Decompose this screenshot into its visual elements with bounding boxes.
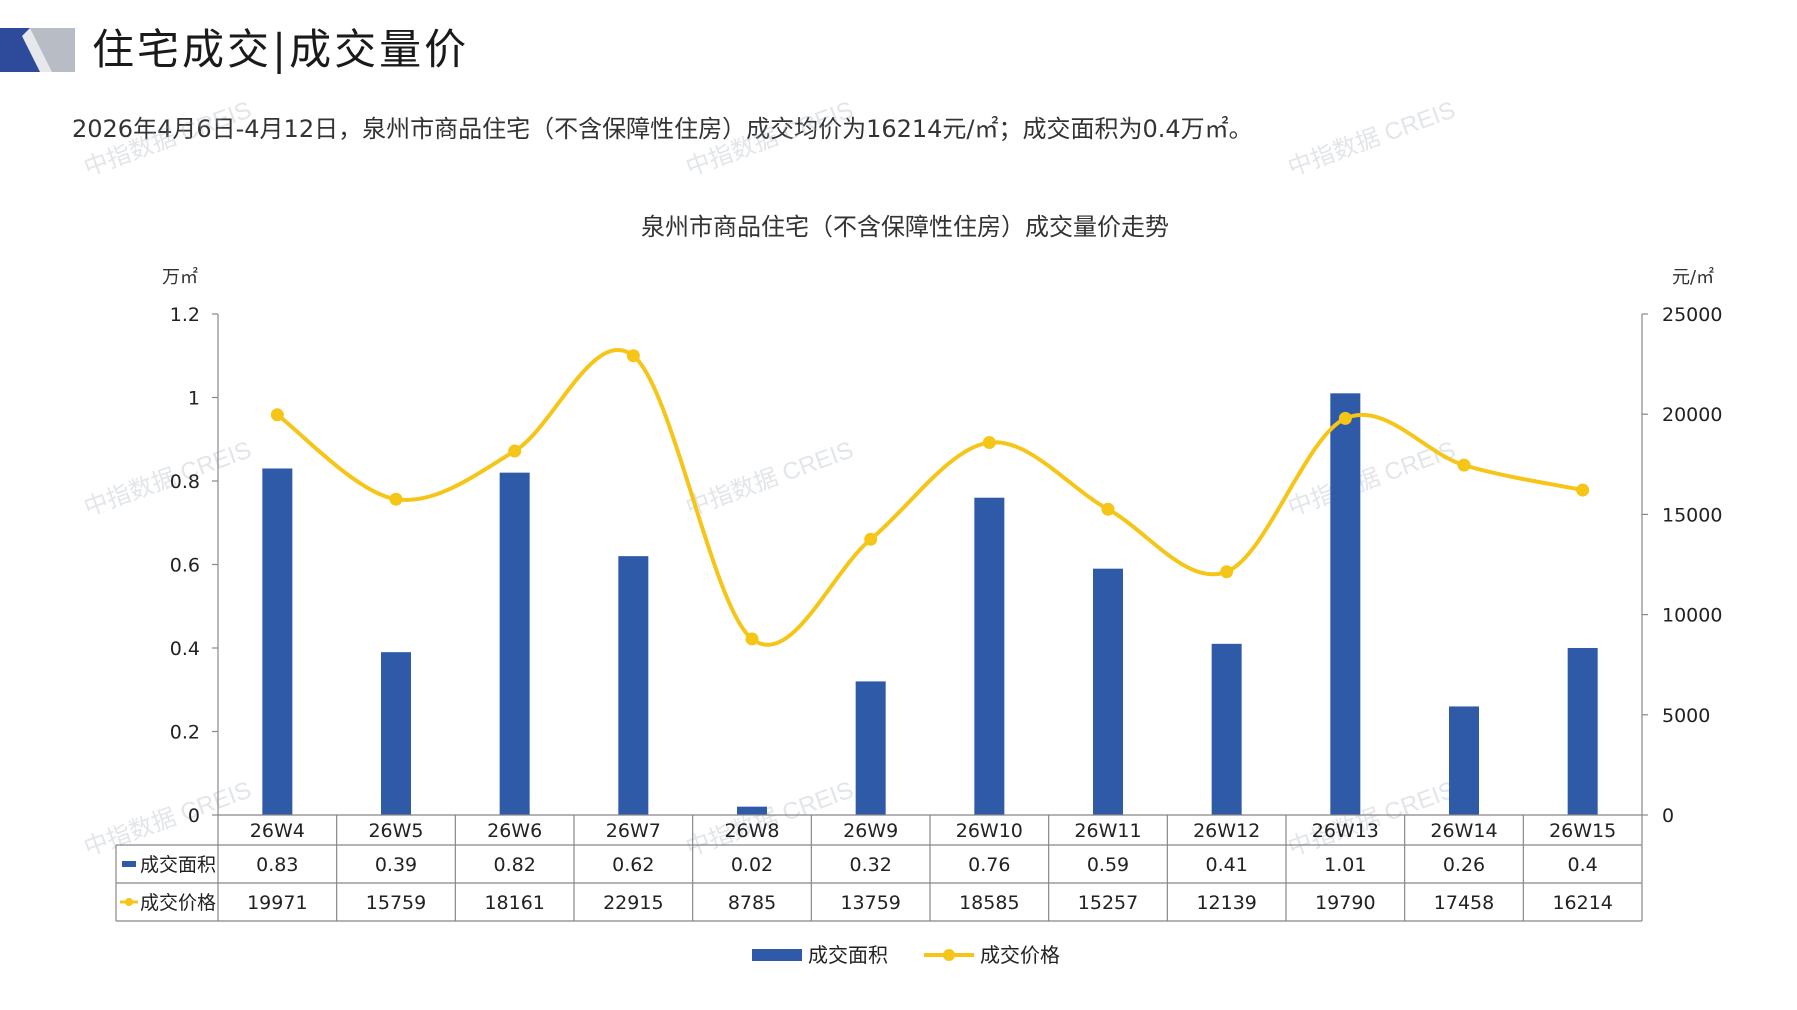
table-cell-area-26W10: 0.76 [968,854,1010,876]
price-point-26W15 [1576,483,1590,497]
category-label-26W14: 26W14 [1430,820,1497,842]
right-axis-tick-label: 0 [1662,805,1674,827]
category-label-26W11: 26W11 [1074,820,1141,842]
table-cell-area-26W11: 0.59 [1087,854,1129,876]
right-axis-tick-label: 15000 [1662,504,1722,526]
table-cell-price-26W6: 18161 [484,892,544,914]
right-axis-unit: 元/㎡ [1672,266,1714,288]
table-cell-area-26W13: 1.01 [1324,854,1366,876]
bar-26W11 [1093,568,1123,815]
table-cell-area-26W9: 0.32 [850,854,892,876]
table-cell-price-26W9: 13759 [840,892,900,914]
price-point-26W6 [508,444,522,458]
bar-26W6 [499,472,530,815]
bar-26W14 [1449,706,1479,815]
summary-text: 2026年4月6日-4月12日，泉州市商品住宅（不含保障性住房）成交均价为162… [72,115,1253,143]
price-point-26W4 [270,408,284,422]
table-cell-area-26W15: 0.4 [1568,854,1598,876]
left-axis-tick-label: 0 [188,805,200,827]
bar-26W13 [1330,393,1361,815]
bar-26W7 [618,556,649,815]
legend-swatch-area [752,949,802,961]
left-axis-tick-label: 0.8 [170,471,200,493]
bar-26W8 [737,806,767,815]
price-point-26W13 [1338,411,1352,425]
category-label-26W7: 26W7 [606,820,661,842]
table-cell-price-26W4: 19971 [247,892,307,914]
table-cell-price-26W13: 19790 [1315,892,1375,914]
price-point-26W5 [389,492,403,506]
right-axis-tick-label: 10000 [1662,605,1722,627]
category-label-26W4: 26W4 [250,820,305,842]
bar-26W5 [381,652,411,815]
right-axis-tick-label: 25000 [1662,304,1722,326]
price-point-26W7 [626,349,640,363]
table-row-label-price: 成交价格 [140,892,216,914]
table-cell-area-26W12: 0.41 [1206,854,1248,876]
category-label-26W9: 26W9 [843,820,898,842]
right-axis-tick-label: 20000 [1662,404,1722,426]
bar-26W4 [262,468,293,815]
price-line [276,347,1584,647]
table-cell-price-26W10: 18585 [959,892,1019,914]
category-label-26W10: 26W10 [956,820,1023,842]
left-axis-tick-label: 0.6 [170,555,200,577]
table-row-price-swatch-dot [125,898,133,906]
bar-26W15 [1567,648,1598,815]
legend-label-price: 成交价格 [980,943,1060,967]
left-axis-tick-label: 1 [188,388,200,410]
right-axis-tick-label: 5000 [1662,705,1710,727]
table-row-label-area: 成交面积 [140,854,216,876]
bar-26W9 [855,681,886,815]
price-point-26W8 [745,632,759,646]
table-cell-area-26W14: 0.26 [1443,854,1485,876]
table-row-area-swatch [122,861,136,867]
price-point-26W14 [1457,458,1471,472]
table-cell-area-26W8: 0.02 [731,854,773,876]
table-cell-price-26W7: 22915 [603,892,663,914]
table-cell-price-26W15: 16214 [1552,892,1612,914]
page-title: 住宅成交|成交量价 [92,25,470,74]
table-cell-area-26W6: 0.82 [494,854,536,876]
bar-26W12 [1211,643,1242,815]
table-cell-area-26W5: 0.39 [375,854,417,876]
table-cell-price-26W12: 12139 [1196,892,1256,914]
left-axis-unit: 万㎡ [162,266,198,288]
price-point-26W9 [864,532,878,546]
category-label-26W15: 26W15 [1549,820,1616,842]
legend-swatch-price-dot [943,949,955,961]
price-point-26W11 [1101,502,1115,516]
table-cell-price-26W14: 17458 [1434,892,1494,914]
category-label-26W13: 26W13 [1312,820,1379,842]
legend-label-area: 成交面积 [808,943,888,967]
table-cell-price-26W8: 8785 [728,892,776,914]
table-cell-area-26W4: 0.83 [256,854,298,876]
left-axis-tick-label: 0.2 [170,722,200,744]
left-axis-tick-label: 1.2 [170,304,200,326]
category-label-26W8: 26W8 [724,820,779,842]
table-cell-price-26W11: 15257 [1078,892,1138,914]
left-axis-tick-label: 0.4 [170,638,200,660]
bar-26W10 [974,497,1005,815]
category-label-26W12: 26W12 [1193,820,1260,842]
category-label-26W5: 26W5 [368,820,423,842]
price-point-26W10 [982,436,996,450]
category-label-26W6: 26W6 [487,820,542,842]
price-point-26W12 [1220,565,1234,579]
table-cell-price-26W5: 15759 [366,892,426,914]
chart-title: 泉州市商品住宅（不含保障性住房）成交量价走势 [641,213,1169,241]
table-cell-area-26W7: 0.62 [612,854,654,876]
logo-mark [0,28,75,72]
